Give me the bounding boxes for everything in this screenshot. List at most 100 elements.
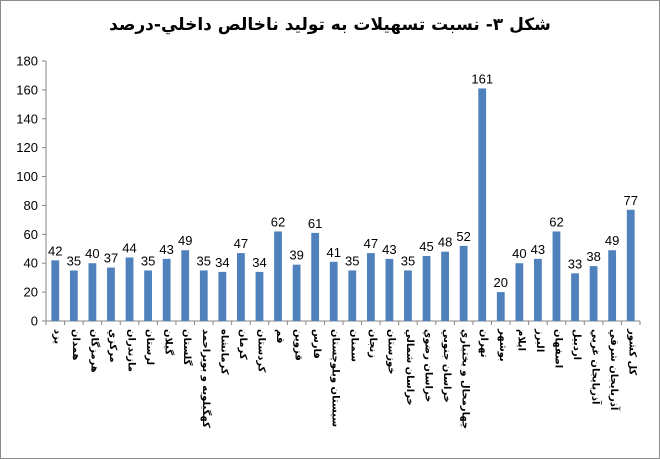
data-label: 20 xyxy=(494,275,508,290)
bar xyxy=(571,273,579,321)
data-label: 77 xyxy=(623,193,637,208)
category-label: همدان xyxy=(70,329,81,360)
y-tick-label: 0 xyxy=(31,314,38,329)
bar xyxy=(329,261,338,321)
bar xyxy=(292,264,301,321)
bar xyxy=(459,245,468,321)
bar xyxy=(366,253,375,321)
data-label: 62 xyxy=(271,214,285,229)
bar xyxy=(144,270,152,321)
bar xyxy=(422,256,431,321)
bar xyxy=(181,250,190,321)
category-label: چهارمحال و بختياري xyxy=(460,329,471,429)
y-tick-label: 40 xyxy=(24,256,38,271)
y-tick-label: 120 xyxy=(16,140,38,155)
bar xyxy=(496,292,505,321)
data-label: 47 xyxy=(364,236,378,251)
y-tick-label: 60 xyxy=(24,227,38,242)
bar xyxy=(404,270,412,321)
data-label: 43 xyxy=(159,242,173,257)
data-label: 38 xyxy=(586,249,600,264)
bar xyxy=(237,253,245,321)
bar xyxy=(608,250,617,321)
data-label: 49 xyxy=(605,233,619,248)
category-label: قم xyxy=(274,329,285,343)
bar xyxy=(218,271,227,321)
data-label: 35 xyxy=(67,253,81,268)
category-label: بوشهر xyxy=(497,328,508,362)
bar xyxy=(255,271,264,321)
y-tick-label: 160 xyxy=(16,82,38,97)
data-label: 47 xyxy=(234,236,248,251)
category-label: آذربايجان غربي xyxy=(590,329,603,405)
bar xyxy=(534,258,542,321)
data-label: 35 xyxy=(141,253,155,268)
category-label: مرکزي xyxy=(107,329,118,363)
category-label: کهگيلويه و بويراحمد xyxy=(200,329,213,428)
data-label: 43 xyxy=(382,242,396,257)
data-label: 44 xyxy=(122,240,136,255)
data-label: 48 xyxy=(438,235,452,250)
data-label: 49 xyxy=(178,233,192,248)
category-label: اصفهان xyxy=(552,329,563,368)
bar xyxy=(478,88,487,321)
category-label: کرمان xyxy=(237,329,248,360)
category-label: خوزستان xyxy=(385,329,396,374)
data-label: 43 xyxy=(531,242,545,257)
data-label: 33 xyxy=(568,256,582,271)
category-label: کردستان xyxy=(255,329,266,373)
category-label: کل کشور xyxy=(627,328,638,375)
bar xyxy=(385,258,394,321)
category-label: یزد xyxy=(51,329,62,344)
category-label: زنجان xyxy=(367,329,378,358)
category-label: خراسان جنوبي xyxy=(441,329,452,403)
category-label: لرستان xyxy=(144,329,155,365)
category-label: قزوين xyxy=(293,329,304,361)
bar xyxy=(274,231,282,321)
data-label: 61 xyxy=(308,216,322,231)
data-label: 37 xyxy=(104,251,118,266)
bar xyxy=(88,263,97,321)
category-label: البرز xyxy=(534,328,545,352)
category-label: مازندران xyxy=(126,329,137,372)
category-label: هرمزگان xyxy=(88,329,101,373)
category-label: خراسان شمالي xyxy=(404,329,415,406)
category-label: خراسان رضوي xyxy=(423,329,434,402)
data-label: 42 xyxy=(48,243,62,258)
data-label: 34 xyxy=(215,255,229,270)
category-label: ايلام xyxy=(515,329,526,351)
data-label: 41 xyxy=(326,245,340,260)
data-label: 35 xyxy=(345,253,359,268)
category-label: سمنان xyxy=(348,329,359,362)
bar xyxy=(69,270,78,321)
bar xyxy=(199,270,208,321)
data-label: 35 xyxy=(197,253,211,268)
bar xyxy=(552,231,561,321)
category-label: تهران xyxy=(478,329,489,358)
bar xyxy=(311,232,320,321)
category-label: گيلان xyxy=(163,329,176,355)
bar xyxy=(162,258,171,321)
data-label: 62 xyxy=(549,214,563,229)
bar xyxy=(441,251,449,321)
category-label: فارس xyxy=(311,329,322,359)
category-label: آذربايجان شرقي xyxy=(608,329,621,411)
y-tick-label: 140 xyxy=(16,111,38,126)
data-label: 35 xyxy=(401,253,415,268)
bar xyxy=(589,266,598,321)
bar xyxy=(348,270,357,321)
category-label: گلستان xyxy=(181,329,194,366)
data-label: 39 xyxy=(289,248,303,263)
bar xyxy=(51,260,60,321)
bar xyxy=(107,267,115,321)
bar xyxy=(626,209,635,321)
data-label: 52 xyxy=(456,229,470,244)
data-label: 34 xyxy=(252,255,266,270)
y-tick-label: 180 xyxy=(16,54,38,69)
y-tick-label: 80 xyxy=(24,198,38,213)
y-tick-label: 100 xyxy=(16,169,38,184)
bar xyxy=(515,263,524,321)
category-label: سيستان وبلوچستان xyxy=(330,329,341,427)
